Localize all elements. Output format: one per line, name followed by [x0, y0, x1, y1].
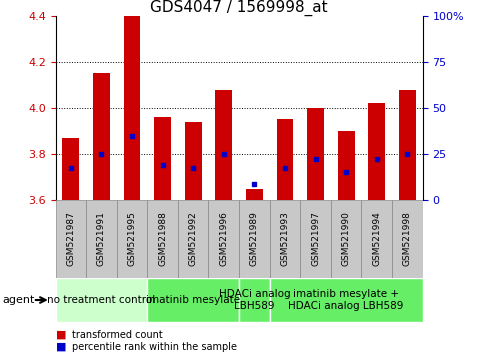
Text: GSM521994: GSM521994 [372, 212, 381, 266]
Bar [300, 200, 331, 278]
Text: GSM521992: GSM521992 [189, 212, 198, 266]
Bar [93, 73, 110, 200]
Bar [270, 278, 423, 322]
Text: imatinib mesylate +
HDACi analog LBH589: imatinib mesylate + HDACi analog LBH589 [288, 289, 404, 311]
Bar [215, 90, 232, 200]
Bar [147, 278, 239, 322]
Bar [117, 200, 147, 278]
Bar [392, 200, 423, 278]
Text: GSM521997: GSM521997 [311, 211, 320, 267]
Text: GSM521993: GSM521993 [281, 211, 289, 267]
Bar [147, 200, 178, 278]
Text: transformed count: transformed count [72, 330, 163, 339]
Bar [56, 200, 86, 278]
Title: GDS4047 / 1569998_at: GDS4047 / 1569998_at [150, 0, 328, 16]
Text: GSM521996: GSM521996 [219, 211, 228, 267]
Text: GSM521987: GSM521987 [66, 211, 75, 267]
Bar [361, 200, 392, 278]
Text: GSM521995: GSM521995 [128, 211, 137, 267]
Text: percentile rank within the sample: percentile rank within the sample [72, 342, 238, 352]
Text: GSM521989: GSM521989 [250, 211, 259, 267]
Text: GSM521988: GSM521988 [158, 211, 167, 267]
Text: agent: agent [2, 295, 35, 305]
Text: ■: ■ [56, 342, 66, 352]
Bar [307, 108, 324, 200]
Bar [277, 119, 293, 200]
Bar [270, 200, 300, 278]
Bar [209, 200, 239, 278]
Bar [338, 131, 355, 200]
Bar [56, 278, 147, 322]
Text: HDACi analog
LBH589: HDACi analog LBH589 [219, 289, 290, 311]
Bar [124, 16, 141, 200]
Bar [246, 189, 263, 200]
Bar [154, 117, 171, 200]
Text: GSM521998: GSM521998 [403, 211, 412, 267]
Bar [86, 200, 117, 278]
Bar [239, 200, 270, 278]
Bar [399, 90, 416, 200]
Bar [331, 200, 361, 278]
Text: GSM521990: GSM521990 [341, 211, 351, 267]
Bar [369, 103, 385, 200]
Bar [185, 122, 201, 200]
Bar [239, 278, 270, 322]
Text: no treatment control: no treatment control [47, 295, 156, 305]
Text: ■: ■ [56, 330, 66, 339]
Text: GSM521991: GSM521991 [97, 211, 106, 267]
Text: imatinib mesylate: imatinib mesylate [146, 295, 240, 305]
Bar [178, 200, 209, 278]
Bar [62, 138, 79, 200]
